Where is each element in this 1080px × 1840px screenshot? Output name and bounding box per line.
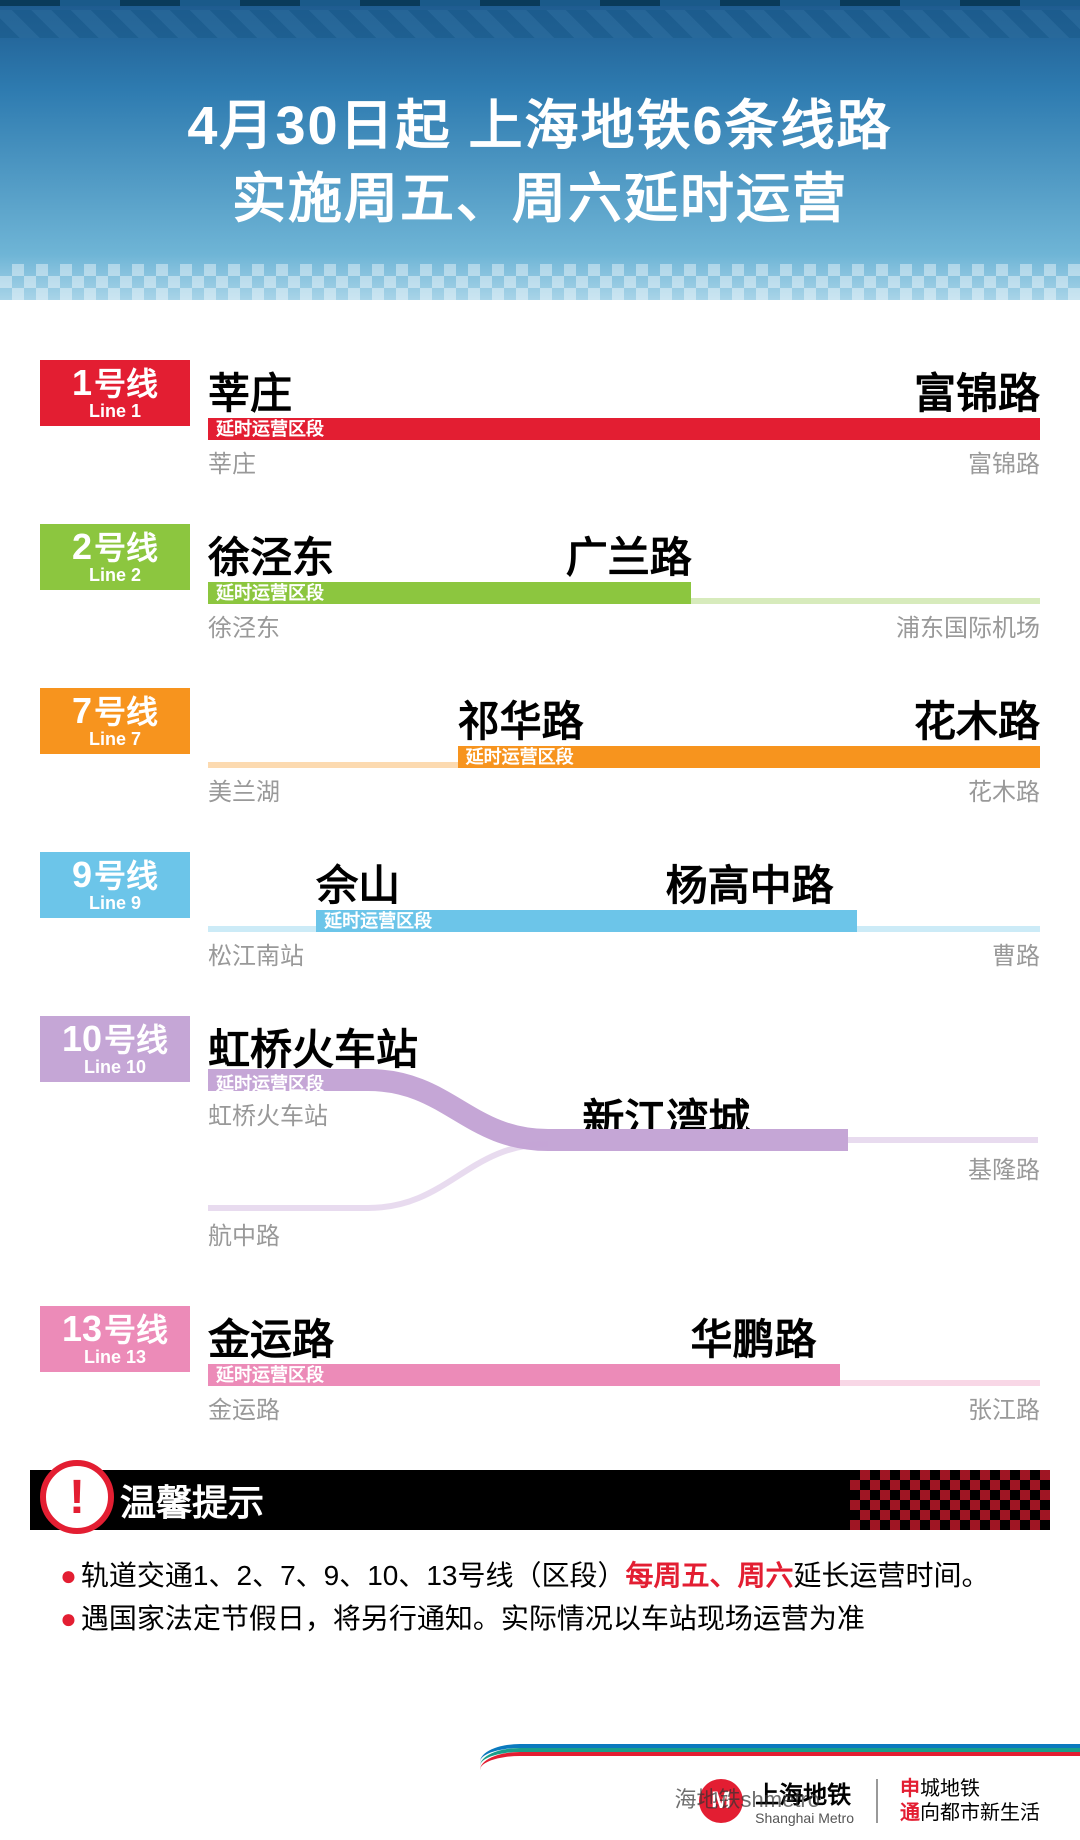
notice-bullet-2: ● 遇国家法定节假日，将另行通知。实际情况以车站现场运营为准 — [60, 1597, 1020, 1640]
line-body: 徐泾东广兰路延时运营区段徐泾东浦东国际机场 — [208, 524, 1040, 638]
bullet-dot-icon: ● — [60, 1597, 77, 1640]
line-block: 7号线Line 7祁华路花木路延时运营区段美兰湖花木路 — [40, 688, 1040, 802]
station-label: 徐泾东 — [208, 524, 334, 585]
footer-curve — [480, 1752, 1080, 1770]
station-label: 佘山 — [316, 852, 400, 913]
station-small-label: 浦东国际机场 — [896, 608, 1040, 643]
line-body: 金运路华鹏路延时运营区段金运路张江路 — [208, 1306, 1040, 1420]
title-line1: 4月30日起 上海地铁6条线路 — [187, 96, 892, 156]
header-banner: 4月30日起 上海地铁6条线路 实施周五、周六延时运营 — [0, 0, 1080, 300]
ext-segment-label: 延时运营区段 — [216, 1070, 324, 1096]
station-label: 金运路 — [208, 1306, 334, 1367]
station-small-label: 虹桥火车站 — [208, 1096, 328, 1131]
line-body: 佘山杨高中路延时运营区段松江南站曹路 — [208, 852, 1040, 966]
stations-extended: 祁华路花木路 — [208, 688, 1040, 740]
line-block-10: 10号线Line 10虹桥火车站新江湾城延时运营区段虹桥火车站航中路基隆路 — [40, 1016, 1040, 1256]
station-label: 富锦路 — [914, 360, 1040, 421]
header-stripe — [0, 10, 1080, 38]
slogan: 申城地铁 通向都市新生活 — [900, 1777, 1040, 1825]
stations-full: 徐泾东浦东国际机场 — [208, 608, 1040, 638]
notice-box: ! 温馨提示 ● 轨道交通1、2、7、9、10、13号线（区段）每周五、周六延长… — [30, 1470, 1050, 1665]
line-block: 9号线Line 9佘山杨高中路延时运营区段松江南站曹路 — [40, 852, 1040, 966]
line-body: 祁华路花木路延时运营区段美兰湖花木路 — [208, 688, 1040, 802]
stations-extended: 佘山杨高中路 — [208, 852, 1040, 904]
line-body: 莘庄富锦路延时运营区段莘庄富锦路 — [208, 360, 1040, 474]
line-bar: 延时运营区段 — [208, 418, 1040, 440]
line-block: 13号线Line 13金运路华鹏路延时运营区段金运路张江路 — [40, 1306, 1040, 1420]
line-block: 2号线Line 2徐泾东广兰路延时运营区段徐泾东浦东国际机场 — [40, 524, 1040, 638]
stations-full: 莘庄富锦路 — [208, 444, 1040, 474]
stations-full: 金运路张江路 — [208, 1390, 1040, 1420]
ext-segment-label: 延时运营区段 — [466, 746, 574, 768]
station-small-label: 莘庄 — [208, 444, 256, 479]
line-badge: 9号线Line 9 — [40, 852, 190, 918]
line-badge: 13号线Line 13 — [40, 1306, 190, 1372]
notice-checker — [850, 1470, 1050, 1530]
alert-icon: ! — [40, 1460, 114, 1534]
station-label: 广兰路 — [566, 524, 692, 585]
station-small-label: 曹路 — [992, 936, 1040, 971]
line-bar: 延时运营区段 — [208, 910, 1040, 932]
station-small-label: 航中路 — [208, 1216, 280, 1251]
station-label: 祁华路 — [458, 688, 584, 749]
station-small-label: 花木路 — [968, 772, 1040, 807]
divider — [876, 1779, 878, 1823]
line-block: 1号线Line 1莘庄富锦路延时运营区段莘庄富锦路 — [40, 360, 1040, 474]
station-label: 华鹏路 — [691, 1306, 817, 1367]
notice-header: ! 温馨提示 — [30, 1470, 1050, 1530]
ext-segment-label: 延时运营区段 — [216, 582, 324, 604]
station-small-label: 张江路 — [968, 1390, 1040, 1425]
notice-body: ● 轨道交通1、2、7、9、10、13号线（区段）每周五、周六延长运营时间。 ●… — [30, 1530, 1050, 1665]
bullet-dot-icon: ● — [60, 1554, 77, 1597]
station-small-label: 富锦路 — [968, 444, 1040, 479]
stations-extended: 莘庄富锦路 — [208, 360, 1040, 412]
notice-bullet-1: ● 轨道交通1、2、7、9、10、13号线（区段）每周五、周六延长运营时间。 — [60, 1554, 1020, 1597]
ext-segment-label: 延时运营区段 — [324, 910, 432, 932]
ext-segment-label: 延时运营区段 — [216, 418, 324, 440]
station-label: 莘庄 — [208, 360, 292, 421]
footer: M 上海地铁 Shanghai Metro 申城地铁 通向都市新生活 海地铁sh… — [0, 1730, 1080, 1840]
line-badge: 10号线Line 10 — [40, 1016, 190, 1082]
stations-full: 松江南站曹路 — [208, 936, 1040, 966]
station-label: 花木路 — [914, 688, 1040, 749]
station-small-label: 徐泾东 — [208, 608, 280, 643]
station-label: 杨高中路 — [666, 852, 834, 913]
station-small-label: 美兰湖 — [208, 772, 280, 807]
ext-segment-label: 延时运营区段 — [216, 1364, 324, 1386]
station-small-label: 基隆路 — [968, 1150, 1040, 1185]
line-bar: 延时运营区段 — [208, 582, 1040, 604]
notice-title: 温馨提示 — [120, 1474, 264, 1526]
line-badge: 1号线Line 1 — [40, 360, 190, 426]
title-line2: 实施周五、周六延时运营 — [232, 169, 848, 229]
station-small-label: 松江南站 — [208, 936, 304, 971]
line-bar: 延时运营区段 — [208, 1364, 1040, 1386]
branch-svg — [208, 1068, 1038, 1248]
line-badge: 2号线Line 2 — [40, 524, 190, 590]
header-title: 4月30日起 上海地铁6条线路 实施周五、周六延时运营 — [0, 90, 1080, 236]
stations-extended: 徐泾东广兰路 — [208, 524, 1040, 576]
station-small-label: 金运路 — [208, 1390, 280, 1425]
watermark: 海地铁shmetro — [675, 1782, 820, 1814]
line10-diagram: 虹桥火车站新江湾城延时运营区段虹桥火车站航中路基隆路 — [208, 1016, 1040, 1256]
line-badge: 7号线Line 7 — [40, 688, 190, 754]
lines-container: 1号线Line 1莘庄富锦路延时运营区段莘庄富锦路2号线Line 2徐泾东广兰路… — [0, 300, 1080, 1420]
header-checker-pattern — [0, 264, 1080, 300]
stations-extended: 金运路华鹏路 — [208, 1306, 1040, 1358]
stations-full: 美兰湖花木路 — [208, 772, 1040, 802]
line-bar: 延时运营区段 — [208, 746, 1040, 768]
